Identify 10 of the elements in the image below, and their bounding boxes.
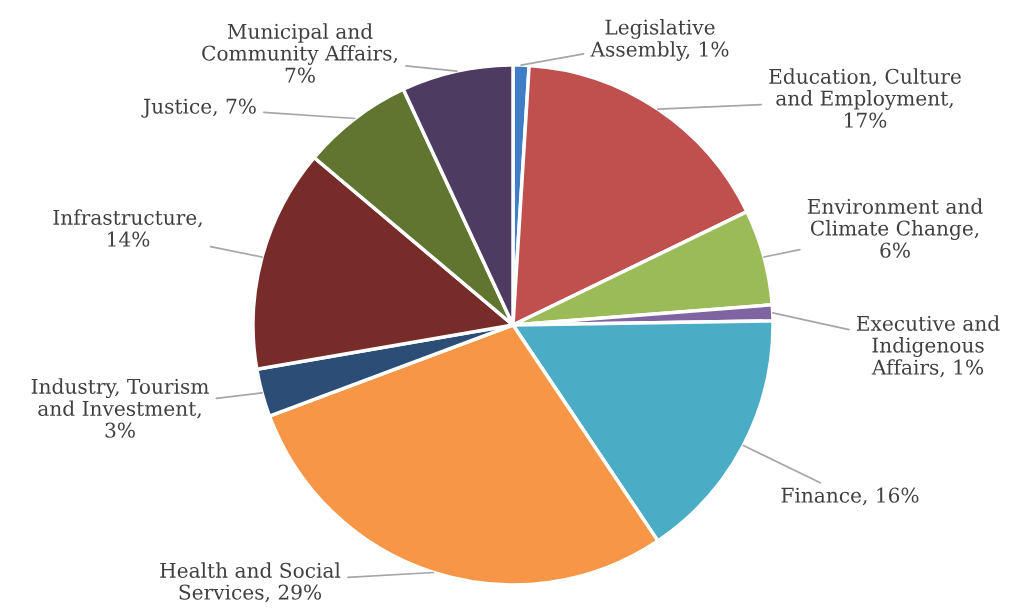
- slice-label: Infrastructure, 14%: [53, 209, 202, 247]
- slice-label: Environment and Climate Change, 6%: [807, 198, 983, 258]
- slice-label: Finance, 16%: [781, 487, 919, 506]
- slice-label: Municipal and Community Affairs, 7%: [202, 23, 397, 83]
- slice-label: Legislative Assembly, 1%: [590, 19, 729, 61]
- slice-label: Justice, 7%: [141, 98, 256, 118]
- slice-label: Education, Culture and Employment, 17%: [769, 68, 961, 128]
- slice-label: Executive and Indigenous Affairs, 1%: [856, 315, 1000, 378]
- slice-label: Health and Social Services, 29%: [160, 562, 341, 603]
- slice-label: Industry, Tourism and Investment, 3%: [31, 378, 209, 438]
